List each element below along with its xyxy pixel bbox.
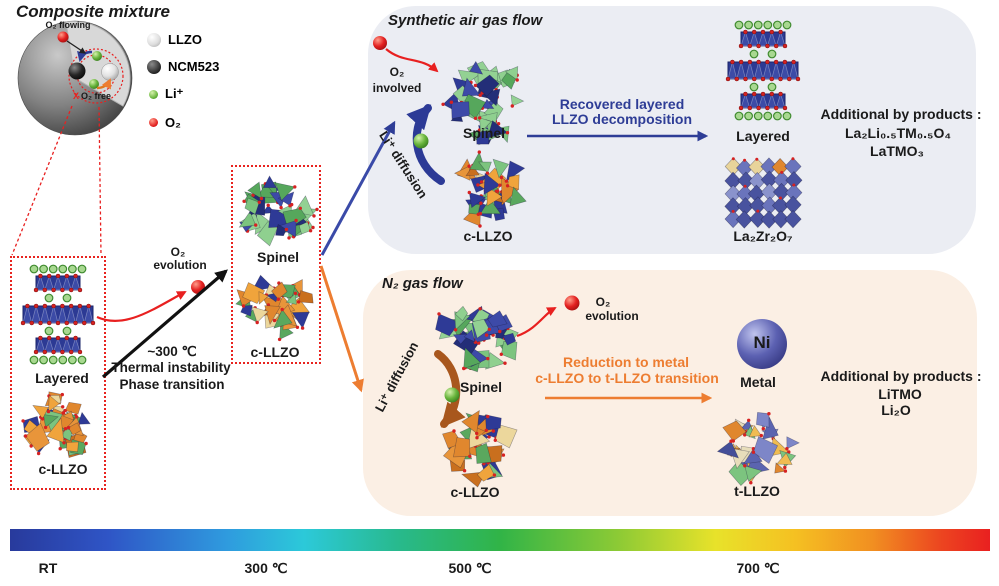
- temperature-label: ~300 ℃: [147, 344, 197, 359]
- spinel-cllzo-box: [231, 165, 321, 364]
- o2-flowing-label: O₂ flowing: [45, 20, 91, 30]
- cllzo-label: c-LLZO: [463, 228, 513, 244]
- thermal-transition-arrow: [101, 269, 228, 379]
- o2-free-label: X O₂ free: [72, 91, 112, 101]
- phase-transition-label: Phase transition: [119, 377, 225, 392]
- byproduct-formula: La₂Li₀.₅TM₀.₅O₄: [844, 125, 952, 141]
- o2-sphere-icon: [149, 118, 158, 127]
- temp-tick-300: 300 ℃: [244, 560, 288, 576]
- zoom-line-right: [98, 106, 102, 256]
- spinel-structure: [435, 305, 519, 373]
- li-diffusion-arrow: [434, 350, 466, 428]
- byproduct-formula: LaTMO₃: [870, 143, 924, 159]
- spinel-label: Spinel: [256, 249, 300, 265]
- legend-label: LLZO: [168, 32, 202, 47]
- o2-involved-label: involved: [372, 81, 422, 95]
- n2-panel-title: N₂ gas flow: [382, 275, 463, 292]
- legend-item-ncm523: NCM523: [147, 59, 219, 74]
- cllzo-label: c-LLZO: [38, 461, 88, 477]
- tllzo-label: t-LLZO: [734, 483, 780, 499]
- process-label-line1: Reduction to metal: [562, 354, 690, 370]
- x-mark-icon: X: [72, 91, 79, 101]
- legend-label: O₂: [165, 115, 181, 130]
- la2zr2o7-label: La₂Zr₂O₇: [733, 228, 793, 244]
- n2-branch-arrow: [319, 265, 364, 393]
- temp-tick-rt: RT: [38, 560, 58, 576]
- li-ion-sphere-icon: [149, 89, 158, 99]
- cllzo-structure: [235, 274, 314, 342]
- air-panel-title: Synthetic air gas flow: [388, 12, 543, 29]
- o2-evolution-o2: O₂: [595, 295, 611, 309]
- legend-label: NCM523: [168, 59, 220, 74]
- temperature-gradient-bar: [10, 529, 990, 551]
- process-label-line2: LLZO decomposition: [552, 111, 692, 127]
- byproducts-title: Additional by products :: [820, 106, 982, 122]
- o2-involved-o2: O₂: [389, 65, 405, 79]
- process-label-line1: Recovered layered: [559, 96, 685, 112]
- legend-item-li: Li⁺: [149, 86, 183, 102]
- o2-evolution-label: evolution: [585, 309, 639, 323]
- legend-item-llzo: LLZO: [147, 32, 202, 47]
- o2-evolution-arrow: [516, 307, 557, 338]
- composite-zoom-box: [10, 256, 106, 490]
- legend-item-o2: O₂: [149, 115, 181, 130]
- temp-tick-500: 500 ℃: [448, 560, 492, 576]
- o2-molecule: [373, 36, 387, 50]
- ni-label: Ni: [753, 333, 771, 352]
- o2-molecule: [564, 295, 580, 311]
- cllzo-label: c-LLZO: [250, 344, 300, 360]
- legend-label: Li⁺: [165, 86, 184, 101]
- process-label-line2: c-LLZO to t-LLZO transition: [535, 370, 719, 386]
- ncm523-sphere-icon: [147, 59, 161, 74]
- li-ion: [413, 133, 429, 149]
- layered-structure: [725, 20, 801, 121]
- o2-evolution-label: evolution: [153, 258, 207, 272]
- byproduct-formula: Li₂O: [881, 402, 911, 418]
- air-branch-arrow: [320, 120, 396, 256]
- temp-tick-700: 700 ℃: [736, 560, 780, 576]
- metal-label: Metal: [740, 374, 776, 390]
- zoom-line-left: [11, 105, 73, 256]
- o2-evolution-o2: O₂: [170, 245, 186, 259]
- byproducts-title: Additional by products :: [820, 368, 982, 384]
- o2-evolution-arrow: [96, 291, 187, 322]
- cllzo-structure: [453, 150, 527, 228]
- la2zr2o7-structure: [724, 157, 803, 229]
- spinel-structure: [238, 175, 319, 247]
- llzo-sphere-icon: [147, 32, 161, 47]
- layered-label: Layered: [35, 370, 89, 386]
- thermal-instability-label: Thermal instability: [111, 360, 231, 375]
- cllzo-structure: [21, 391, 91, 458]
- tllzo-structure: [716, 412, 800, 487]
- spinel-structure: [441, 60, 525, 146]
- page-title: Composite mixture: [16, 2, 170, 21]
- o2-involved-arrow: [385, 48, 439, 73]
- cllzo-label: c-LLZO: [450, 484, 500, 500]
- layered-structure: [20, 264, 96, 365]
- composite-sphere: [17, 20, 133, 136]
- cllzo-structure: [442, 409, 518, 488]
- li-ion: [444, 387, 460, 403]
- byproduct-formula: LiTMO: [878, 386, 922, 402]
- spinel-label: Spinel: [462, 125, 506, 141]
- spinel-label: Spinel: [459, 379, 503, 395]
- layered-label: Layered: [736, 128, 790, 144]
- ni-metal-sphere: [737, 319, 787, 369]
